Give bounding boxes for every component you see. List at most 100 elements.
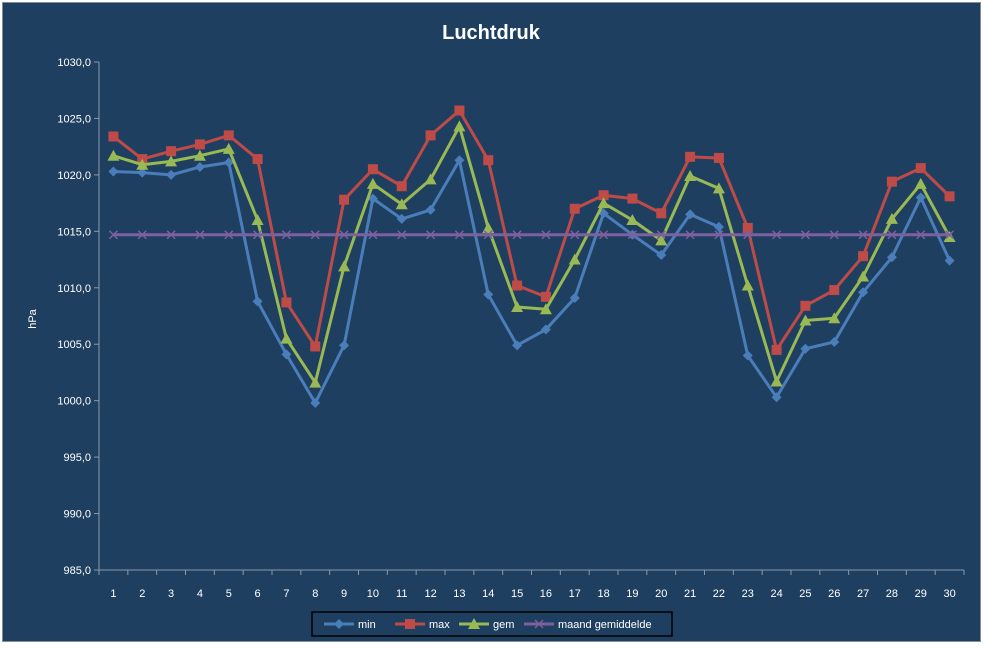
x-tick-label: 2: [139, 588, 145, 600]
data-point: [828, 312, 841, 324]
data-point-stroke: [656, 230, 666, 240]
data-point-stroke: [483, 230, 493, 240]
line-chart: Luchtdruk hPa 985,0 990,0 995,0 1000,0 1005,…: [27, 22, 965, 637]
series-min: [108, 155, 955, 408]
data-point: [886, 252, 897, 263]
data-point-stroke: [397, 230, 407, 240]
data-point: [685, 230, 695, 240]
data-point: [281, 230, 291, 240]
data-point: [540, 291, 551, 302]
data-point: [799, 314, 812, 326]
x-tick-label: 15: [511, 588, 523, 600]
series-max: [108, 105, 955, 355]
data-point: [829, 285, 840, 296]
data-point: [771, 392, 782, 403]
data-point-stroke: [945, 230, 955, 240]
data-point: [195, 230, 205, 240]
data-point-stroke: [310, 230, 320, 240]
y-tick-label: 1020,0: [57, 170, 91, 182]
x-tick-label: 19: [626, 588, 638, 600]
data-point: [453, 120, 466, 132]
x-tick-label: 13: [453, 588, 465, 600]
data-point-stroke: [454, 230, 464, 240]
data-point: [829, 230, 839, 240]
data-point-stroke: [195, 230, 205, 240]
data-point: [366, 177, 379, 189]
data-point: [310, 230, 320, 240]
x-tick-label: 18: [597, 588, 609, 600]
data-point: [107, 149, 120, 161]
series-line: [112, 124, 951, 385]
data-point: [597, 197, 610, 209]
data-point: [656, 250, 667, 261]
data-point: [569, 203, 580, 214]
data-point: [887, 230, 897, 240]
data-point: [280, 332, 293, 344]
data-point: [310, 397, 321, 408]
y-tick-label: 1015,0: [57, 226, 91, 238]
data-point: [741, 279, 754, 291]
data-point: [108, 166, 119, 177]
y-axis-title: hPa: [27, 308, 39, 328]
data-point: [310, 341, 321, 352]
data-point: [685, 209, 696, 220]
x-tick-label: 20: [655, 588, 667, 600]
legend-label: max: [429, 619, 450, 631]
y-tick-label: 1000,0: [57, 396, 91, 408]
chart-title: Luchtdruk: [442, 22, 541, 44]
data-point: [541, 230, 551, 240]
data-point: [599, 230, 609, 240]
x-tick-label: 7: [283, 588, 289, 600]
data-point: [166, 146, 177, 157]
legend-item: gem: [459, 618, 514, 631]
x-tick-label: 3: [168, 588, 174, 600]
data-point: [858, 230, 868, 240]
legend-item: max: [395, 619, 450, 631]
data-point: [539, 303, 552, 315]
data-point-stroke: [887, 230, 897, 240]
data-point: [627, 193, 638, 204]
data-point: [468, 618, 480, 629]
data-point: [137, 230, 147, 240]
data-point-stroke: [253, 230, 263, 240]
data-point: [713, 152, 724, 163]
data-point: [945, 230, 955, 240]
x-tick-label: 9: [341, 588, 347, 600]
data-point: [570, 230, 580, 240]
data-point: [512, 280, 523, 291]
data-point: [252, 154, 263, 165]
data-point: [944, 255, 955, 266]
x-tick-label: 22: [713, 588, 725, 600]
data-point: [137, 167, 148, 178]
x-tick-label: 17: [569, 588, 581, 600]
data-point: [454, 155, 465, 166]
x-tick-label: 29: [915, 588, 927, 600]
x-tick-label: 12: [424, 588, 436, 600]
legend-item: min: [324, 619, 376, 631]
data-point: [944, 191, 955, 202]
data-point: [395, 198, 408, 210]
x-tick-label: 1: [110, 588, 116, 600]
x-tick-label: 4: [197, 588, 203, 600]
data-point: [108, 230, 118, 240]
data-point-stroke: [829, 230, 839, 240]
data-point: [598, 190, 609, 201]
data-point-stroke: [714, 230, 724, 240]
data-point: [742, 350, 753, 361]
data-point: [915, 163, 926, 174]
series-line: [112, 109, 951, 352]
axes: 985,0 990,0 995,0 1000,0 1005,0 1010,0 1015,0 1…: [57, 57, 965, 600]
series-maand-gemiddelde: [108, 230, 955, 240]
data-point-stroke: [108, 230, 118, 240]
data-point: [309, 376, 322, 388]
x-tick-label: 26: [828, 588, 840, 600]
data-point-stroke: [800, 230, 810, 240]
data-point: [742, 222, 753, 233]
data-point: [281, 349, 292, 360]
x-tick-label: 16: [540, 588, 552, 600]
data-point: [367, 164, 378, 175]
data-point: [772, 230, 782, 240]
chart-area: Luchtdruk hPa 985,0 990,0 995,0 1000,0 1005,…: [2, 2, 981, 642]
data-point: [339, 230, 349, 240]
data-point: [685, 151, 696, 162]
